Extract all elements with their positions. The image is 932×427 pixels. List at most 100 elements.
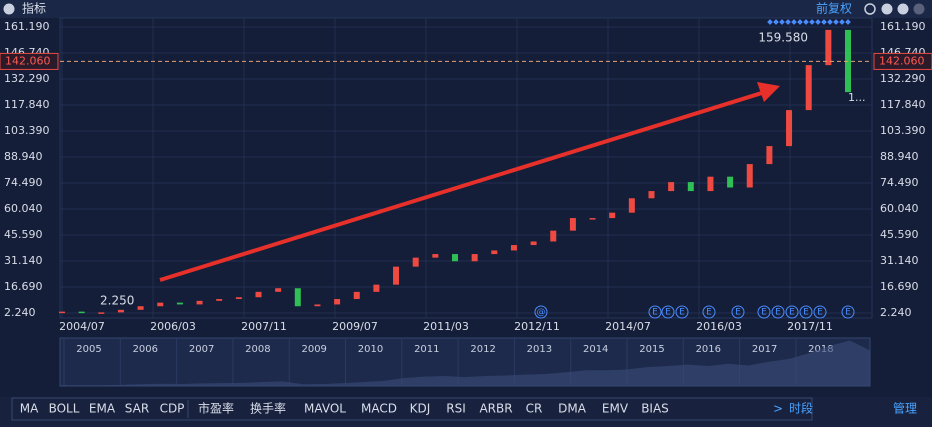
candle xyxy=(196,300,203,305)
event-marker[interactable] xyxy=(661,305,675,319)
y-tick-label-right: 16.690 xyxy=(880,280,919,293)
event-marker[interactable] xyxy=(534,305,548,319)
period-tab[interactable]: 时段 xyxy=(789,401,813,416)
candle xyxy=(491,250,498,255)
undo-icon[interactable] xyxy=(864,3,876,15)
indicator-tab[interactable]: CDP xyxy=(160,402,185,416)
navigator-year: 2013 xyxy=(527,344,552,355)
event-marker[interactable] xyxy=(757,305,771,319)
last-label: 1... xyxy=(848,91,866,104)
marker-dot xyxy=(779,19,785,25)
event-label: @ xyxy=(537,308,546,318)
event-marker[interactable] xyxy=(771,305,785,319)
toolbar-title: 指标 xyxy=(22,1,46,16)
event-marker[interactable] xyxy=(731,305,745,319)
y-tick-label-right: 117.840 xyxy=(880,98,926,111)
candle xyxy=(746,164,753,188)
tab-bar xyxy=(0,397,932,427)
indicator-tab[interactable]: MACD xyxy=(361,402,397,416)
event-marker[interactable] xyxy=(785,305,799,319)
toolbar xyxy=(0,0,932,18)
navigator-year: 2015 xyxy=(639,344,664,355)
indicator-tab[interactable]: ARBR xyxy=(479,402,512,416)
event-marker[interactable] xyxy=(813,305,827,319)
y-tick-label: 103.390 xyxy=(4,124,50,137)
event-label: E xyxy=(665,308,671,318)
indicator-tab[interactable]: CR xyxy=(526,402,543,416)
y-tick-label: 117.840 xyxy=(4,98,50,111)
indicator-tab[interactable]: SAR xyxy=(125,402,149,416)
indicator-tab[interactable]: EMV xyxy=(602,402,629,416)
marker-dot xyxy=(809,19,815,25)
y-tick-label: 132.290 xyxy=(4,72,50,85)
candle xyxy=(707,176,714,192)
y-tick-label-right: 161.190 xyxy=(880,20,926,33)
x-tick-label: 2012/11 xyxy=(514,320,560,333)
navigator-year: 2012 xyxy=(470,344,495,355)
indicator-tab[interactable]: KDJ xyxy=(410,402,431,416)
y-tick-label: 31.140 xyxy=(4,254,43,267)
candle xyxy=(255,291,262,298)
candle xyxy=(805,65,812,111)
navigator-year: 2016 xyxy=(696,344,721,355)
event-label: E xyxy=(679,308,685,318)
indicator-tab[interactable]: BOLL xyxy=(49,402,80,416)
y-tick-label-right: 88.940 xyxy=(880,150,919,163)
candle xyxy=(668,182,675,192)
marker-dot xyxy=(791,19,797,25)
x-tick-label: 2011/03 xyxy=(423,320,469,333)
trend-arrow xyxy=(159,82,780,282)
navigator-year: 2014 xyxy=(583,344,608,355)
candle xyxy=(393,266,400,285)
candle xyxy=(471,254,478,262)
event-label: E xyxy=(845,308,851,318)
navigator-area xyxy=(60,340,870,386)
indicator-tab[interactable]: MAVOL xyxy=(304,402,346,416)
indicator-tab[interactable]: 市盈率 xyxy=(198,401,234,416)
manage-button[interactable]: 管理 xyxy=(893,401,917,416)
marker-dot xyxy=(821,19,827,25)
zoom-in-icon[interactable] xyxy=(881,3,893,15)
navigator-year: 2011 xyxy=(414,344,439,355)
price-tag-label: 142.060 xyxy=(879,54,925,67)
candle xyxy=(353,291,360,300)
event-marker[interactable] xyxy=(648,305,662,319)
y-tick-label: 2.240 xyxy=(4,306,36,319)
x-tick-label: 2006/03 xyxy=(150,320,196,333)
event-label: E xyxy=(706,308,712,318)
event-label: E xyxy=(761,308,767,318)
candle xyxy=(825,29,832,66)
adjust-button[interactable]: 前复权 xyxy=(816,1,852,16)
candle xyxy=(373,284,380,292)
settings-icon[interactable] xyxy=(913,3,925,15)
event-marker[interactable] xyxy=(702,305,716,319)
event-marker[interactable] xyxy=(841,305,855,319)
indicator-tab[interactable]: RSI xyxy=(446,402,466,416)
event-label: E xyxy=(817,308,823,318)
candle xyxy=(687,182,694,192)
candle xyxy=(786,110,793,147)
more-tab[interactable]: > xyxy=(773,402,783,416)
marker-dot xyxy=(839,19,845,25)
price-tag xyxy=(873,52,932,70)
marker-dot xyxy=(785,19,791,25)
menu-icon[interactable] xyxy=(3,3,15,15)
y-tick-label-right: 132.290 xyxy=(880,72,926,85)
navigator-year: 2005 xyxy=(76,344,101,355)
candle xyxy=(510,245,517,251)
y-tick-label-right: 45.590 xyxy=(880,228,919,241)
candle xyxy=(412,257,419,267)
event-marker[interactable] xyxy=(799,305,813,319)
indicator-tab[interactable]: BIAS xyxy=(641,402,669,416)
indicator-tab[interactable]: MA xyxy=(20,402,39,416)
event-label: E xyxy=(803,308,809,318)
indicator-tab[interactable]: EMA xyxy=(89,402,116,416)
candle xyxy=(157,302,164,307)
y-tick-label: 88.940 xyxy=(4,150,43,163)
indicator-tab[interactable]: DMA xyxy=(558,402,587,416)
arrow-head xyxy=(757,82,780,102)
indicator-tab[interactable]: 换手率 xyxy=(250,401,286,416)
event-marker[interactable] xyxy=(675,305,689,319)
zoom-out-icon[interactable] xyxy=(897,3,909,15)
